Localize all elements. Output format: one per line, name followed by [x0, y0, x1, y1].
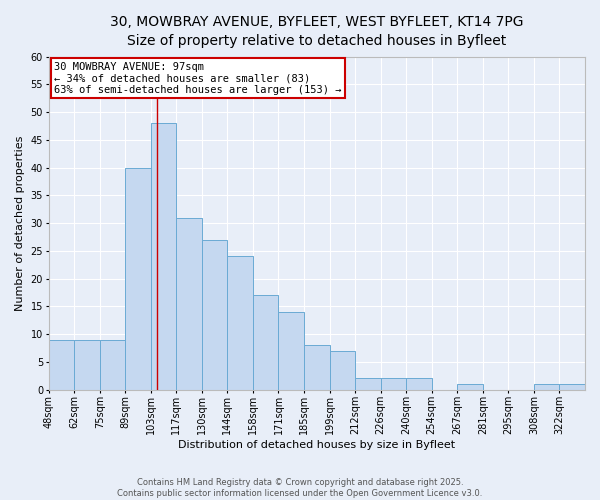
Bar [380, 378, 406, 390]
Bar [202, 240, 227, 390]
Bar [457, 384, 483, 390]
Bar [534, 384, 559, 390]
Bar [329, 350, 355, 390]
Bar [304, 345, 329, 390]
Bar [151, 123, 176, 390]
Title: 30, MOWBRAY AVENUE, BYFLEET, WEST BYFLEET, KT14 7PG
Size of property relative to: 30, MOWBRAY AVENUE, BYFLEET, WEST BYFLEE… [110, 15, 524, 48]
Bar [406, 378, 432, 390]
Bar [253, 295, 278, 390]
Text: 30 MOWBRAY AVENUE: 97sqm
← 34% of detached houses are smaller (83)
63% of semi-d: 30 MOWBRAY AVENUE: 97sqm ← 34% of detach… [54, 62, 341, 95]
Bar [355, 378, 380, 390]
Bar [559, 384, 585, 390]
Bar [176, 218, 202, 390]
Bar [278, 312, 304, 390]
Bar [100, 340, 125, 390]
Bar [49, 340, 74, 390]
Y-axis label: Number of detached properties: Number of detached properties [15, 136, 25, 310]
Bar [227, 256, 253, 390]
Text: Contains HM Land Registry data © Crown copyright and database right 2025.
Contai: Contains HM Land Registry data © Crown c… [118, 478, 482, 498]
X-axis label: Distribution of detached houses by size in Byfleet: Distribution of detached houses by size … [178, 440, 455, 450]
Bar [125, 168, 151, 390]
Bar [74, 340, 100, 390]
